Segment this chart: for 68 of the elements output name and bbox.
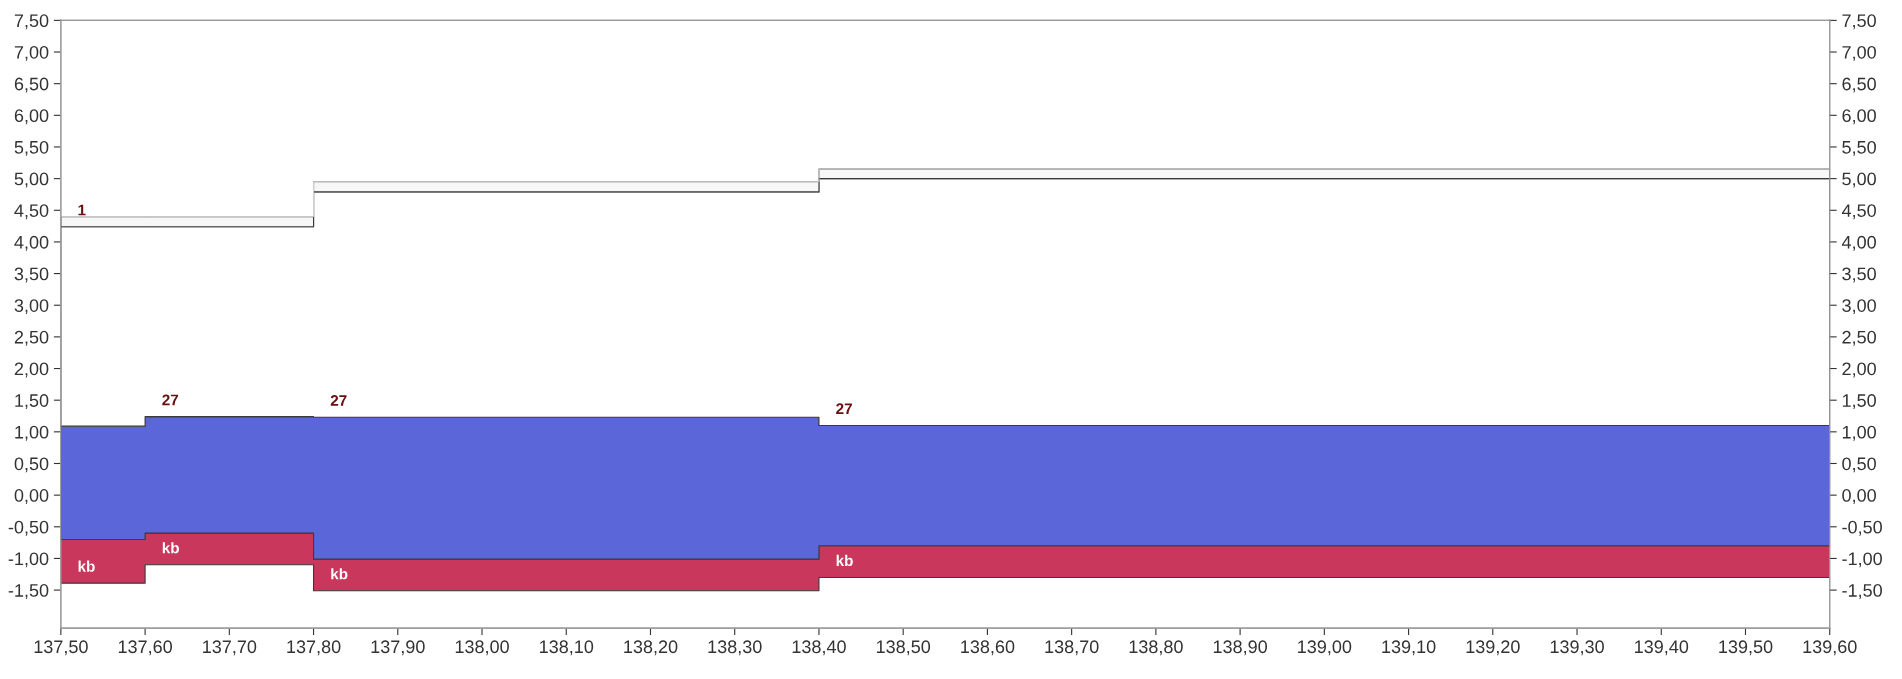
y2-tick-label: 4,00: [1841, 235, 1876, 251]
y-tick-label: -1,00: [8, 552, 49, 568]
x-tick-label: 138,90: [1213, 640, 1268, 656]
y-tick-label: 4,00: [14, 235, 49, 251]
y2-tick-label: 2,00: [1842, 362, 1876, 378]
y2-tick-label: 1,50: [1842, 394, 1876, 410]
y2-tick-label: 6,00: [1842, 109, 1876, 125]
x-tick-label: 138,40: [792, 640, 846, 656]
x-tick-label: 139,00: [1298, 640, 1352, 656]
y-tick-label: 6,50: [14, 77, 49, 93]
x-tick-label: 139,40: [1635, 640, 1689, 656]
annotation: 1: [78, 204, 86, 216]
y-tick-label: 6,00: [14, 109, 49, 125]
y-tick-label: 7,50: [14, 14, 49, 30]
y-tick-label: 7,00: [14, 45, 49, 61]
annotation: 27: [330, 395, 347, 406]
y2-tick-label: 0,50: [1842, 457, 1876, 473]
y2-tick-label: 4,50: [1841, 204, 1876, 220]
y-tick-label: 3,50: [14, 267, 49, 283]
y2-tick-label: 1,00: [1842, 425, 1876, 441]
y-tick-label: 1,50: [15, 394, 49, 410]
x-tick-label: 138,50: [876, 640, 931, 656]
x-tick-label: 138,20: [624, 640, 678, 656]
y-tick-label: 2,00: [14, 362, 49, 378]
y-tick-label: 0,50: [14, 457, 49, 473]
y2-tick-label: 3,50: [1842, 267, 1876, 283]
x-tick-label: 138,30: [708, 640, 762, 656]
y-tick-label: 4,50: [14, 204, 49, 220]
y2-tick-label: 0,00: [1842, 489, 1876, 504]
x-tick-label: 139,10: [1382, 640, 1436, 656]
x-tick-label: 137,90: [371, 640, 425, 656]
y2-tick-label: 3,00: [1842, 299, 1876, 315]
y-tick-label: 3,00: [14, 299, 49, 315]
x-tick-label: 137,70: [203, 640, 257, 656]
x-tick-label: 137,60: [118, 640, 172, 656]
y2-tick-label: 5,50: [1842, 140, 1876, 156]
annotation: 27: [836, 403, 852, 414]
annotation: kb: [78, 560, 95, 572]
x-tick-label: 137,50: [34, 640, 88, 656]
x-tick-label: 138,00: [455, 640, 509, 656]
y-tick-label: -1,50: [8, 584, 49, 599]
x-tick-label: 139,50: [1719, 640, 1773, 656]
y-tick-label: 5,50: [14, 140, 49, 156]
x-tick-label: 137,80: [287, 640, 341, 656]
x-tick-label: 139,30: [1550, 640, 1604, 656]
x-tick-label: 139,20: [1466, 640, 1520, 656]
annotation: kb: [836, 554, 853, 567]
y-tick-label: 2,50: [14, 330, 49, 346]
annotation: 27: [162, 394, 179, 406]
y2-tick-label: 5,00: [1842, 172, 1876, 188]
y2-tick-label: 7,50: [1842, 14, 1876, 30]
y2-tick-label: -0,50: [1842, 520, 1882, 536]
y-tick-label: 1,00: [15, 425, 49, 441]
y-tick-label: -0,50: [8, 520, 49, 536]
y2-tick-label: 2,50: [1842, 330, 1876, 346]
y2-tick-label: -1,50: [1842, 584, 1882, 599]
annotation: kb: [331, 568, 348, 580]
annotation: kb: [162, 542, 179, 554]
y2-tick-label: 6,50: [1842, 77, 1876, 93]
y2-tick-label: 7,00: [1842, 45, 1876, 61]
x-tick-label: 138,70: [1045, 640, 1099, 656]
x-tick-label: 138,80: [1129, 640, 1183, 656]
y-tick-label: 0,00: [14, 489, 49, 504]
y-tick-label: 5,00: [14, 172, 49, 188]
x-tick-label: 139,60: [1803, 640, 1857, 656]
y2-tick-label: -1,00: [1842, 552, 1882, 568]
x-tick-label: 138,10: [540, 640, 594, 656]
x-tick-label: 138,60: [961, 640, 1015, 656]
